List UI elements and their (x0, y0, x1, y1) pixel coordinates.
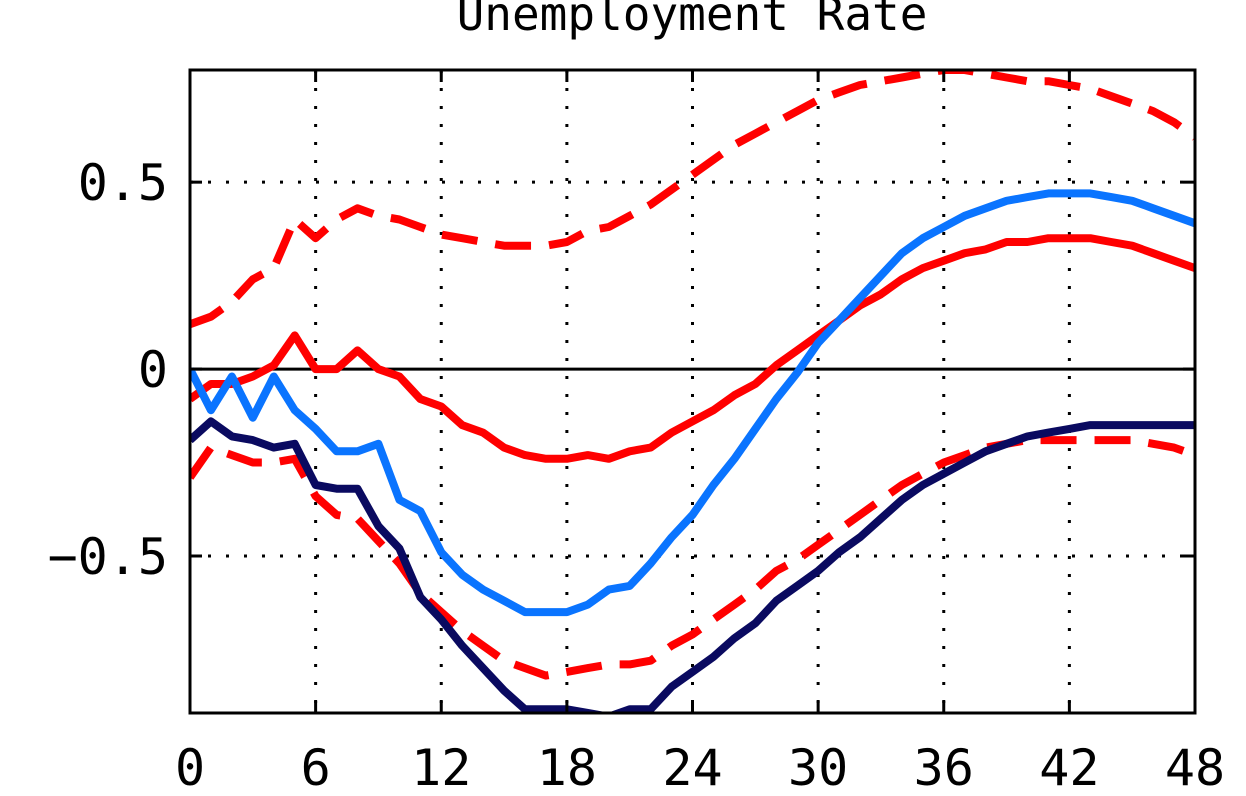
x-tick-label: 48 (1165, 739, 1225, 796)
x-tick-label: 42 (1039, 739, 1099, 796)
series-line-red-solid-2 (190, 234, 1195, 463)
x-tick-label: 18 (537, 739, 597, 796)
series-line-light_blue-solid-3 (190, 189, 1195, 617)
plot-frame (188, 68, 1197, 715)
y-tick-label: 0.5 (78, 154, 168, 212)
series-line-red-dashed-1 (190, 436, 1195, 680)
x-tick-label: 12 (411, 739, 471, 796)
x-tick-label: 6 (301, 739, 331, 796)
x-tick-labels: 0 6 12 18 24 30 36 42 48 (175, 739, 1225, 796)
grid (190, 70, 1195, 713)
ticks (190, 70, 1195, 713)
y-tick-label: 0 (138, 341, 168, 399)
y-tick-labels: −0.5 0 0.5 (48, 154, 168, 586)
x-tick-label: 24 (662, 739, 722, 796)
x-tick-label: 36 (914, 739, 974, 796)
series-group (190, 70, 1195, 713)
chart-title: Unemployment Rate (457, 0, 928, 41)
series-line-navy-solid-4 (190, 417, 1195, 713)
y-tick-label: −0.5 (48, 528, 168, 586)
x-tick-label: 30 (788, 739, 848, 796)
x-tick-label: 0 (175, 739, 205, 796)
series-line-red-dashed-0 (190, 70, 1195, 328)
